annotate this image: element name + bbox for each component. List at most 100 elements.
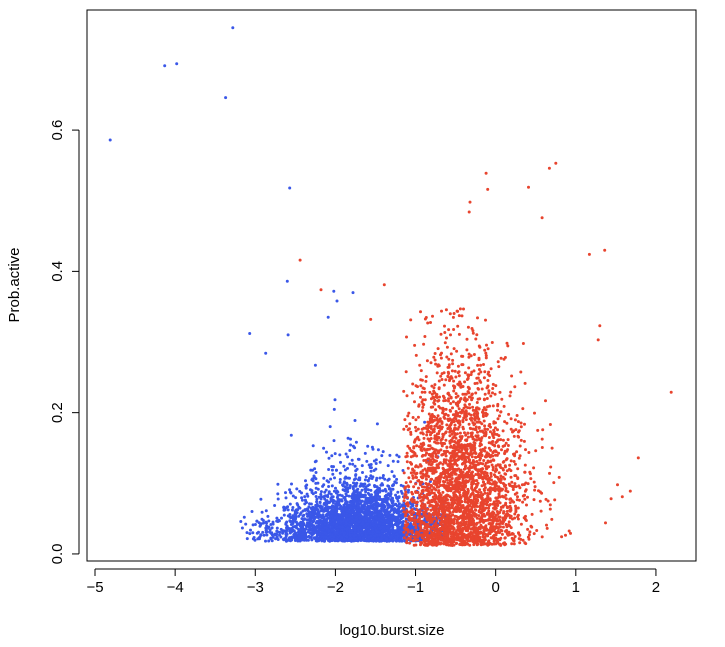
- data-point-blue: [382, 509, 386, 513]
- data-point-red: [405, 460, 409, 464]
- data-point-blue: [389, 490, 393, 493]
- data-point-red: [469, 373, 473, 377]
- data-point-blue: [302, 537, 306, 541]
- data-point-blue: [377, 495, 381, 499]
- data-point-red: [421, 441, 425, 445]
- data-point-blue: [323, 508, 327, 512]
- data-point-red: [484, 408, 488, 412]
- data-point-blue: [251, 531, 255, 535]
- data-point-blue: [323, 490, 327, 494]
- data-point-blue: [322, 476, 326, 480]
- data-point-blue: [295, 508, 299, 512]
- data-point-red: [476, 316, 479, 320]
- data-point-red: [409, 430, 413, 434]
- data-point-blue: [397, 455, 401, 459]
- data-point-blue: [305, 538, 308, 542]
- data-point-red: [502, 404, 506, 408]
- data-point-red: [415, 504, 418, 508]
- data-point-blue: [375, 488, 379, 492]
- data-point-red: [527, 533, 531, 537]
- data-point-red: [508, 463, 512, 467]
- data-point-blue: [305, 507, 309, 511]
- data-point-blue: [330, 514, 333, 518]
- data-point-blue: [378, 487, 382, 490]
- data-point-blue: [289, 527, 293, 531]
- data-point-blue: [312, 474, 316, 478]
- data-point-red: [434, 362, 438, 366]
- data-point-red: [473, 382, 477, 385]
- data-point-red: [497, 365, 501, 369]
- data-point-blue: [315, 539, 319, 543]
- data-point-blue: [348, 500, 352, 504]
- data-point-blue: [344, 507, 348, 511]
- data-point-red: [569, 531, 572, 535]
- data-point-red: [462, 406, 466, 410]
- data-point-blue: [351, 485, 355, 489]
- x-tick-label: 0: [491, 579, 499, 596]
- data-point-red: [467, 366, 471, 370]
- data-point-blue: [358, 478, 362, 482]
- data-point-blue: [391, 459, 395, 463]
- data-point-blue: [374, 522, 378, 526]
- data-point-blue: [366, 491, 370, 495]
- data-point-red: [482, 363, 485, 366]
- data-point-blue: [348, 486, 352, 490]
- data-point-blue: [264, 528, 268, 532]
- data-point-blue: [379, 526, 383, 530]
- data-point-red: [453, 537, 457, 540]
- data-point-red: [405, 335, 408, 339]
- data-point-red: [437, 399, 441, 402]
- data-point-red: [411, 476, 415, 480]
- data-point-blue: [269, 536, 273, 540]
- data-point-red: [427, 412, 431, 416]
- data-point-red: [431, 454, 435, 458]
- data-point-blue: [294, 520, 298, 524]
- data-point-red: [535, 529, 539, 532]
- data-point-blue: [324, 535, 328, 539]
- data-point-red: [513, 482, 517, 486]
- data-point-blue: [333, 476, 336, 480]
- data-point-red: [414, 490, 418, 494]
- data-point-red: [440, 309, 443, 313]
- data-point-blue: [366, 522, 370, 526]
- data-point-blue: [265, 533, 269, 537]
- data-point-red: [498, 542, 502, 546]
- data-point-blue: [401, 521, 405, 525]
- data-point-blue: [260, 510, 264, 514]
- data-point-blue: [315, 512, 318, 516]
- data-point-red: [423, 453, 427, 457]
- data-point-blue: [423, 420, 427, 424]
- data-point-red: [516, 420, 520, 424]
- data-point-red: [405, 533, 409, 537]
- data-point-blue: [398, 518, 402, 522]
- data-point-red: [492, 428, 496, 432]
- data-point-red: [424, 488, 428, 492]
- data-point-blue: [275, 526, 279, 530]
- data-point-blue: [257, 521, 261, 525]
- data-point-blue: [375, 539, 379, 543]
- data-point-blue: [335, 508, 339, 512]
- data-point-blue: [325, 517, 329, 521]
- data-point-red: [445, 345, 449, 349]
- data-point-blue: [284, 535, 288, 539]
- data-point-blue: [395, 477, 399, 481]
- data-point-red: [513, 516, 517, 520]
- data-point-red: [440, 437, 444, 441]
- data-point-red: [447, 357, 451, 361]
- data-point-red: [406, 444, 410, 448]
- data-point-red: [517, 532, 521, 535]
- data-point-blue: [396, 490, 400, 494]
- data-point-blue: [365, 499, 369, 503]
- data-point-red: [510, 542, 514, 546]
- data-point-blue: [372, 507, 375, 511]
- data-point-blue: [258, 537, 261, 541]
- data-point-red: [447, 328, 451, 332]
- data-point-blue: [377, 513, 381, 517]
- data-point-red: [463, 380, 467, 384]
- data-point-red: [472, 464, 476, 468]
- data-point-blue: [244, 522, 248, 526]
- data-point-red: [428, 390, 432, 394]
- data-point-red: [507, 467, 511, 471]
- data-point-red: [501, 525, 505, 529]
- data-point-red: [418, 363, 422, 367]
